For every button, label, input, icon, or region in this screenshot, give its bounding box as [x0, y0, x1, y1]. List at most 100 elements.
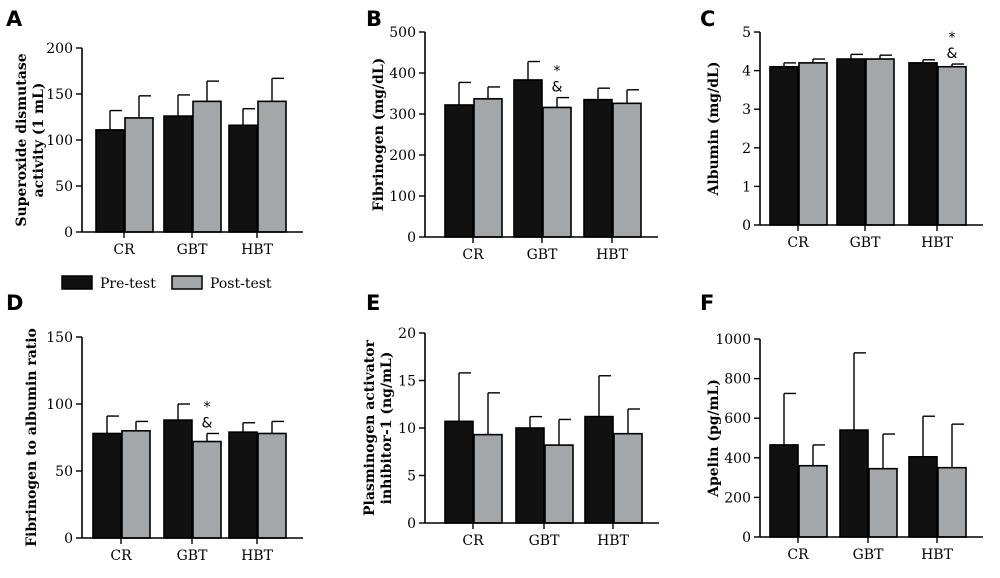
bar-e-cr-pre: [444, 420, 474, 524]
bar-d-hbt-post: [257, 432, 287, 539]
y-tick-label-f-0: 0: [742, 530, 751, 546]
x-tick-label-a-gbt: GBT: [177, 242, 208, 258]
x-tick-label-c-hbt: HBT: [921, 235, 953, 251]
bar-d-cr-pre: [92, 432, 122, 539]
bar-c-gbt-post: [865, 58, 895, 226]
significance-mark-c-0: *: [949, 30, 956, 46]
legend-label-pre-test: Pre-test: [100, 276, 156, 292]
y-tick-label-f-3: 600: [724, 411, 751, 427]
y-tick-label-d-2: 100: [46, 397, 73, 413]
bar-d-cr-post: [121, 429, 151, 539]
panel-e: E Plasminogen activatorinhibitor-1 (ng/mL…: [362, 291, 659, 549]
x-tick-label-b-hbt: HBT: [596, 247, 628, 263]
y-tick-label-e-4: 20: [398, 326, 416, 342]
bar-a-gbt-post: [192, 100, 222, 233]
bar-f-gbt-pre: [839, 429, 869, 538]
legend-swatch-pre-test: [61, 275, 93, 290]
x-tick-label-f-gbt: GBT: [853, 547, 884, 563]
y-tick-label-a-2: 100: [46, 133, 73, 149]
legend: Pre-test Post-test: [61, 275, 272, 292]
bar-f-hbt-pre: [908, 456, 938, 538]
y-tick-label-b-0: 0: [407, 230, 416, 246]
bar-f-hbt-post: [937, 466, 967, 538]
x-tick-label-a-cr: CR: [113, 242, 135, 258]
y-tick-label-c-4: 4: [742, 64, 751, 80]
bar-f-gbt-post: [868, 467, 898, 538]
y-tick-label-c-2: 2: [742, 141, 751, 157]
bar-c-hbt-post: [937, 65, 967, 226]
y-tick-label-d-1: 50: [55, 464, 73, 480]
y-axis-title-e: Plasminogen activatorinhibitor-1 (ng/mL): [362, 339, 395, 516]
bar-c-gbt-pre: [836, 58, 866, 226]
bar-b-hbt-post: [612, 102, 642, 238]
y-tick-label-f-2: 400: [724, 451, 751, 467]
panel-letter-a: A: [6, 7, 23, 31]
panel-letter-d: D: [6, 291, 23, 315]
y-tick-label-f-4: 800: [724, 372, 751, 388]
panel-a: A Superoxide dismutaseactivity (1 mL) 0 50 1…: [6, 7, 303, 258]
legend-label-post-test: Post-test: [210, 276, 272, 292]
bar-e-hbt-post: [613, 432, 643, 524]
bar-a-cr-pre: [95, 129, 125, 233]
bar-b-hbt-pre: [583, 98, 613, 238]
bar-e-gbt-pre: [515, 427, 545, 524]
y-tick-label-a-1: 50: [55, 179, 73, 195]
y-tick-label-a-4: 200: [46, 41, 73, 57]
y-tick-label-e-3: 15: [398, 374, 416, 390]
y-tick-label-b-1: 100: [389, 189, 416, 205]
bar-a-hbt-post: [257, 100, 287, 233]
bar-b-cr-pre: [444, 104, 474, 238]
bar-b-cr-post: [473, 98, 503, 238]
panel-letter-e: E: [366, 291, 380, 315]
y-tick-label-c-0: 0: [742, 218, 751, 234]
y-tick-label-c-3: 3: [742, 102, 751, 118]
bar-e-hbt-pre: [584, 415, 614, 524]
significance-mark-d-1: &: [202, 415, 213, 431]
y-tick-label-a-0: 0: [64, 225, 73, 241]
x-tick-label-d-cr: CR: [110, 548, 132, 564]
bar-c-cr-post: [798, 62, 828, 226]
legend-swatch-post-test: [171, 275, 203, 290]
y-tick-label-f-5: 1000: [715, 332, 751, 348]
significance-mark-b-0: *: [554, 64, 561, 80]
y-tick-label-b-5: 500: [389, 25, 416, 41]
x-tick-label-e-hbt: HBT: [597, 533, 629, 549]
significance-mark-d-0: *: [204, 399, 211, 415]
significance-mark-c-1: &: [947, 46, 958, 62]
bar-a-gbt-pre: [163, 115, 193, 233]
y-axis-title-a: Superoxide dismutaseactivity (1 mL): [14, 53, 47, 226]
x-tick-label-e-cr: CR: [462, 533, 484, 549]
y-tick-label-d-0: 0: [64, 531, 73, 547]
bar-c-hbt-pre: [908, 62, 938, 226]
panel-f: F Apelin (pg/mL) 0 200 400 600 800 1000 CR GBT HBT: [700, 291, 983, 563]
x-tick-label-b-cr: CR: [462, 247, 484, 263]
panel-b: B Fibrinogen (mg/dL) *& 0 100 200 300 400 500 CR G…: [366, 7, 658, 263]
y-tick-label-d-3: 150: [46, 330, 73, 346]
x-tick-label-c-gbt: GBT: [850, 235, 881, 251]
x-tick-label-b-gbt: GBT: [527, 247, 558, 263]
significance-mark-b-1: &: [552, 80, 563, 96]
x-tick-label-d-hbt: HBT: [241, 548, 273, 564]
y-tick-label-e-0: 0: [407, 516, 416, 532]
x-tick-label-d-gbt: GBT: [177, 548, 208, 564]
panel-letter-f: F: [700, 291, 714, 315]
y-tick-label-b-3: 300: [389, 107, 416, 123]
bar-f-cr-post: [798, 464, 828, 538]
bar-b-gbt-pre: [513, 79, 543, 238]
y-tick-label-b-4: 400: [389, 66, 416, 82]
y-tick-label-f-1: 200: [724, 490, 751, 506]
y-tick-label-e-1: 5: [407, 469, 416, 485]
x-tick-label-f-hbt: HBT: [921, 547, 953, 563]
panel-c: C Albumin (mg/dL) *& 0 1 2 3 4 5 CR GBT HBT: [700, 7, 983, 251]
y-axis-title-c: Albumin (mg/dL): [706, 62, 722, 197]
x-tick-label-a-hbt: HBT: [241, 242, 273, 258]
y-tick-label-e-2: 10: [398, 421, 416, 437]
x-tick-label-c-cr: CR: [787, 235, 809, 251]
bar-c-cr-pre: [769, 65, 799, 226]
bar-d-hbt-pre: [228, 431, 258, 539]
y-tick-label-a-3: 150: [46, 87, 73, 103]
y-tick-label-b-2: 200: [389, 148, 416, 164]
panel-letter-b: B: [366, 7, 382, 31]
bar-e-cr-post: [473, 433, 503, 524]
